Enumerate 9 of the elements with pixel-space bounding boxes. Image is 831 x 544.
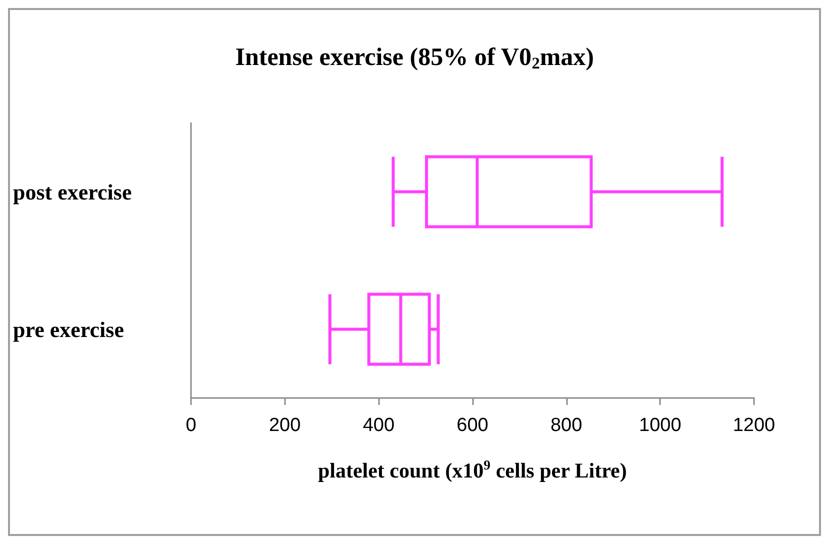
x-tick-label: 1000 (639, 415, 682, 436)
x-tick-label: 400 (362, 415, 395, 436)
x-tick-label: 600 (456, 415, 488, 436)
y-tick-label: post exercise (13, 179, 132, 204)
x-tick-label: 200 (268, 415, 301, 436)
x-tick-label: 0 (186, 415, 196, 436)
x-tick-label: 800 (550, 415, 582, 436)
x-tick-label: 1200 (732, 415, 776, 436)
y-tick-label: pre exercise (13, 316, 124, 342)
